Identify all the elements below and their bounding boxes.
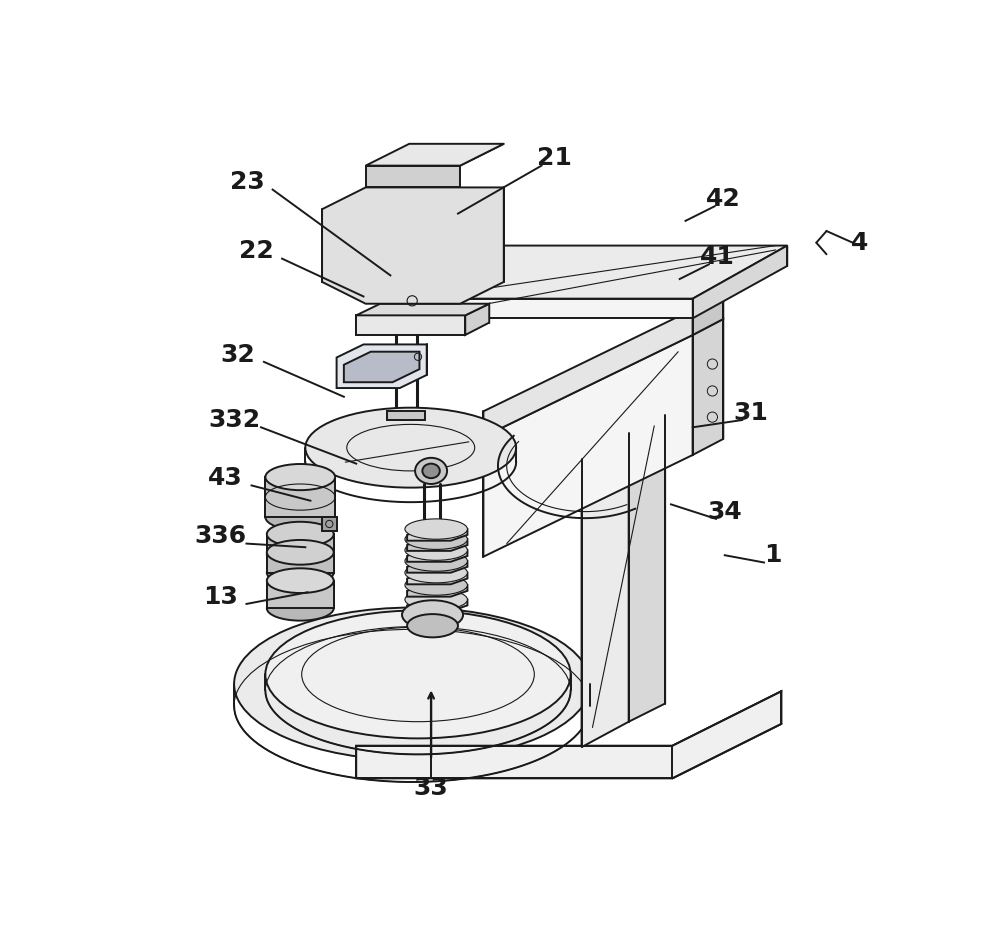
- Text: 1: 1: [764, 543, 781, 567]
- Text: 34: 34: [707, 499, 742, 524]
- Ellipse shape: [415, 458, 447, 484]
- Text: 332: 332: [209, 408, 261, 432]
- Text: 21: 21: [537, 146, 572, 170]
- Ellipse shape: [265, 504, 335, 531]
- Ellipse shape: [422, 464, 440, 479]
- Ellipse shape: [267, 568, 334, 593]
- Polygon shape: [465, 304, 489, 335]
- Text: 22: 22: [239, 240, 274, 263]
- Ellipse shape: [405, 529, 467, 549]
- Text: 31: 31: [733, 401, 768, 425]
- Text: 336: 336: [194, 524, 246, 548]
- Polygon shape: [337, 345, 427, 388]
- Polygon shape: [265, 477, 335, 517]
- Ellipse shape: [265, 611, 571, 738]
- Ellipse shape: [265, 464, 335, 490]
- Text: 23: 23: [230, 170, 265, 194]
- Ellipse shape: [402, 600, 463, 630]
- Ellipse shape: [267, 561, 334, 585]
- Ellipse shape: [405, 519, 467, 539]
- Ellipse shape: [234, 608, 590, 760]
- Ellipse shape: [405, 575, 467, 596]
- Polygon shape: [407, 550, 467, 562]
- Polygon shape: [407, 599, 467, 611]
- Text: 41: 41: [700, 245, 735, 269]
- Text: 42: 42: [706, 187, 741, 211]
- Polygon shape: [356, 691, 781, 779]
- Ellipse shape: [267, 540, 334, 565]
- Polygon shape: [407, 529, 467, 541]
- Text: 43: 43: [208, 466, 243, 490]
- Polygon shape: [483, 310, 693, 437]
- Polygon shape: [387, 412, 425, 420]
- Polygon shape: [322, 516, 337, 531]
- Ellipse shape: [407, 615, 458, 637]
- Polygon shape: [267, 534, 334, 554]
- Polygon shape: [356, 304, 489, 315]
- Polygon shape: [366, 165, 460, 188]
- Ellipse shape: [267, 596, 334, 620]
- Ellipse shape: [405, 589, 467, 610]
- Polygon shape: [366, 143, 504, 165]
- Polygon shape: [407, 585, 467, 597]
- Polygon shape: [387, 298, 693, 318]
- Polygon shape: [407, 573, 467, 584]
- Ellipse shape: [267, 542, 334, 566]
- Polygon shape: [693, 294, 723, 335]
- Ellipse shape: [305, 408, 516, 488]
- Polygon shape: [407, 561, 467, 573]
- Polygon shape: [267, 552, 334, 573]
- Polygon shape: [344, 352, 419, 382]
- Text: 13: 13: [203, 584, 238, 609]
- Text: 4: 4: [851, 230, 869, 255]
- Polygon shape: [582, 433, 629, 747]
- Polygon shape: [483, 335, 693, 557]
- Polygon shape: [267, 581, 334, 608]
- Polygon shape: [322, 188, 504, 304]
- Polygon shape: [693, 319, 723, 455]
- Polygon shape: [356, 315, 465, 335]
- Text: 32: 32: [220, 343, 255, 366]
- Polygon shape: [407, 539, 467, 551]
- Polygon shape: [629, 415, 665, 721]
- Polygon shape: [693, 245, 787, 318]
- Text: 33: 33: [414, 776, 448, 800]
- Ellipse shape: [405, 563, 467, 582]
- Ellipse shape: [405, 551, 467, 571]
- Ellipse shape: [267, 522, 334, 547]
- Polygon shape: [387, 245, 787, 298]
- Ellipse shape: [405, 540, 467, 561]
